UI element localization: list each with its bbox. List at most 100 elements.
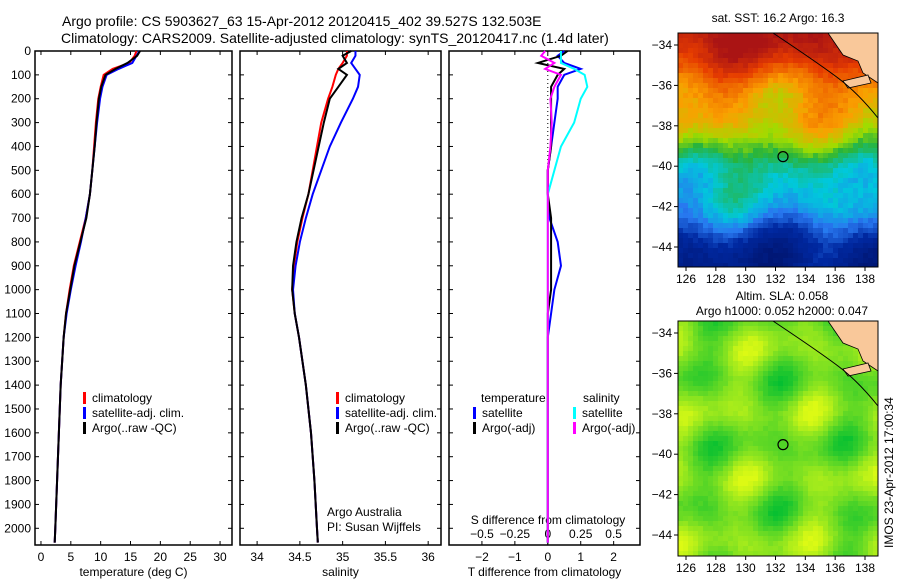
map-cell (688, 183, 693, 188)
map-cell (698, 521, 703, 526)
map-cell (803, 193, 808, 198)
map-cell (858, 466, 863, 471)
map-cell (708, 198, 713, 203)
map-cell (758, 93, 763, 98)
map-cell (833, 346, 838, 351)
map-cell (818, 326, 823, 331)
map-cell (823, 546, 828, 551)
map-cell (788, 203, 793, 208)
map-cell (868, 243, 873, 248)
map-cell (748, 511, 753, 516)
map-cell (828, 168, 833, 173)
map-cell (748, 386, 753, 391)
map-cell (753, 188, 758, 193)
map-cell (763, 53, 768, 58)
map-cell (758, 143, 763, 148)
map-cell (768, 361, 773, 366)
map-cell (743, 481, 748, 486)
map-cell (723, 426, 728, 431)
map-cell (693, 203, 698, 208)
map-cell (808, 33, 813, 38)
map-cell (703, 78, 708, 83)
map-cell (768, 341, 773, 346)
map-cell (808, 38, 813, 43)
map-cell (688, 68, 693, 73)
map-cell (683, 366, 688, 371)
map-cell (823, 446, 828, 451)
map-cell (678, 43, 683, 48)
map-cell (848, 361, 853, 366)
map-cell (763, 38, 768, 43)
map-cell (723, 326, 728, 331)
map-cell (793, 466, 798, 471)
map-cell (718, 386, 723, 391)
map-cell (723, 466, 728, 471)
map-cell (738, 168, 743, 173)
map-cell (688, 476, 693, 481)
map-cell (758, 531, 763, 536)
map-cell (718, 53, 723, 58)
map-cell (798, 43, 803, 48)
map-cell (818, 48, 823, 53)
map-cell (768, 163, 773, 168)
map-cell (748, 336, 753, 341)
map-cell (868, 486, 873, 491)
map-cell (868, 78, 873, 83)
map-cell (828, 183, 833, 188)
map-cell (728, 138, 733, 143)
map-cell (768, 466, 773, 471)
map-cell (728, 546, 733, 551)
map-cell (843, 218, 848, 223)
map-cell (873, 496, 878, 501)
map-cell (858, 188, 863, 193)
map-cell (733, 451, 738, 456)
map-cell (788, 531, 793, 536)
map-cell (733, 346, 738, 351)
map-cell (688, 243, 693, 248)
map-cell (733, 551, 738, 556)
map-cell (743, 546, 748, 551)
map-cell (873, 143, 878, 148)
map-cell (843, 471, 848, 476)
map-cell (763, 486, 768, 491)
map-cell (848, 198, 853, 203)
map-cell (703, 321, 708, 326)
map-cell (818, 491, 823, 496)
map-cell (738, 58, 743, 63)
map-cell (848, 451, 853, 456)
map-cell (743, 346, 748, 351)
map-cell (863, 426, 868, 431)
map-cell (778, 386, 783, 391)
map-cell (868, 491, 873, 496)
map-cell (803, 536, 808, 541)
map-cell (748, 148, 753, 153)
map-cell (803, 451, 808, 456)
map-cell (798, 441, 803, 446)
map-cell (853, 88, 858, 93)
map-cell (873, 451, 878, 456)
map-cell (718, 158, 723, 163)
map-cell (708, 331, 713, 336)
map-cell (783, 531, 788, 536)
map-cell (858, 193, 863, 198)
map-cell (688, 128, 693, 133)
map-cell (683, 243, 688, 248)
map-cell (713, 98, 718, 103)
map-cell (753, 331, 758, 336)
map-cell (848, 436, 853, 441)
map-cell (678, 203, 683, 208)
map-cell (813, 213, 818, 218)
map-cell (728, 541, 733, 546)
y-tick-label: 900 (11, 259, 31, 273)
map-cell (733, 521, 738, 526)
map-cell (698, 98, 703, 103)
map-cell (688, 526, 693, 531)
map-cell (808, 486, 813, 491)
map-cell (773, 366, 778, 371)
map-cell (708, 461, 713, 466)
map-cell (703, 188, 708, 193)
map-cell (773, 371, 778, 376)
map-cell (863, 133, 868, 138)
map-cell (818, 218, 823, 223)
map-cell (873, 158, 878, 163)
